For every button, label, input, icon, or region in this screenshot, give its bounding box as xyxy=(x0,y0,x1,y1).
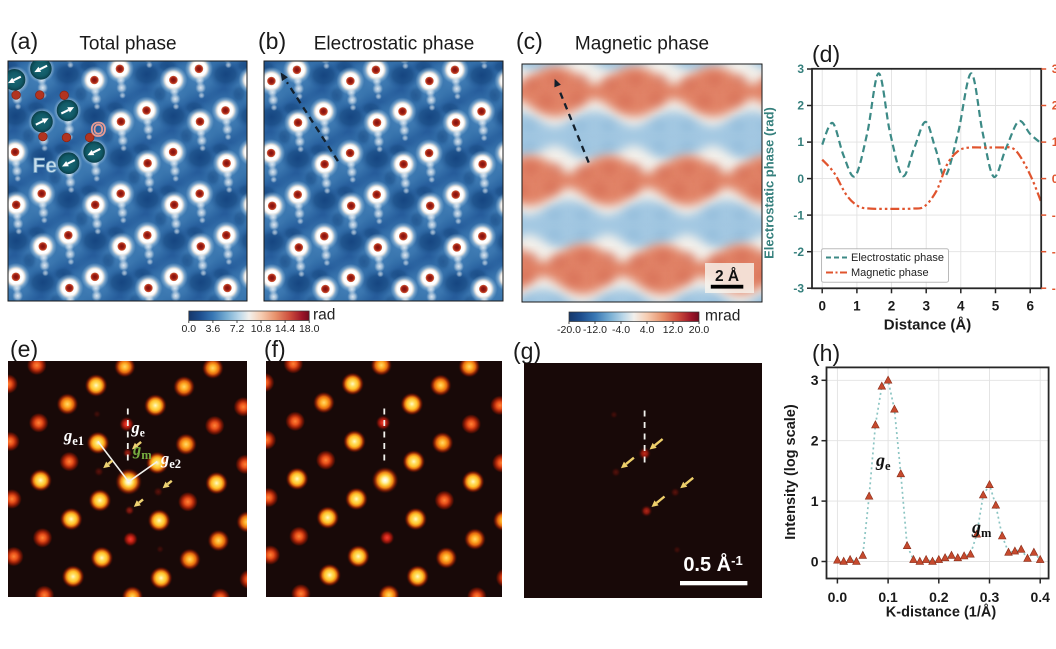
svg-text:-12.0: -12.0 xyxy=(583,324,607,336)
svg-text:0.3: 0.3 xyxy=(980,589,1000,605)
svg-text:1: 1 xyxy=(811,493,819,509)
svg-text:Total phase: Total phase xyxy=(79,34,176,55)
svg-text:-3: -3 xyxy=(1052,281,1056,295)
svg-text:-4.0: -4.0 xyxy=(612,324,630,336)
svg-text:-1: -1 xyxy=(1052,208,1056,222)
svg-text:(d): (d) xyxy=(812,41,840,67)
svg-text:Electrostatic phase: Electrostatic phase xyxy=(314,34,475,55)
svg-text:3: 3 xyxy=(922,298,930,313)
svg-text:(f): (f) xyxy=(264,336,286,362)
svg-text:14.4: 14.4 xyxy=(275,323,296,335)
svg-text:-2: -2 xyxy=(793,245,804,259)
svg-text:Electrostatic phase: Electrostatic phase xyxy=(851,252,944,264)
svg-text:Distance (Å): Distance (Å) xyxy=(884,317,972,334)
svg-text:2 Å: 2 Å xyxy=(715,268,739,285)
svg-text:0.2: 0.2 xyxy=(929,589,949,605)
svg-text:Fe: Fe xyxy=(33,155,58,178)
svg-text:(c): (c) xyxy=(516,28,543,54)
svg-text:-2: -2 xyxy=(1052,245,1056,259)
svg-text:3.6: 3.6 xyxy=(206,323,221,335)
svg-text:1: 1 xyxy=(1052,135,1056,149)
svg-text:0: 0 xyxy=(1052,172,1056,186)
svg-text:0.1: 0.1 xyxy=(878,589,898,605)
svg-text:3: 3 xyxy=(1052,62,1056,76)
svg-text:0: 0 xyxy=(797,172,804,186)
svg-text:7.2: 7.2 xyxy=(230,323,245,335)
svg-text:2: 2 xyxy=(1052,99,1056,113)
svg-text:2: 2 xyxy=(888,298,896,313)
svg-text:4.0: 4.0 xyxy=(640,324,655,336)
svg-text:3: 3 xyxy=(797,62,804,76)
svg-text:rad: rad xyxy=(313,307,335,324)
svg-text:-1: -1 xyxy=(793,208,804,222)
svg-text:1: 1 xyxy=(797,135,804,149)
svg-text:0.0: 0.0 xyxy=(181,323,196,335)
svg-text:(g): (g) xyxy=(513,338,541,364)
svg-text:12.0: 12.0 xyxy=(663,324,684,336)
svg-text:2: 2 xyxy=(811,433,819,449)
svg-text:Electrostatic phase (rad): Electrostatic phase (rad) xyxy=(762,107,777,259)
svg-text:O: O xyxy=(91,120,106,141)
svg-text:Intensity (log scale): Intensity (log scale) xyxy=(783,404,799,540)
svg-text:-3: -3 xyxy=(793,281,804,295)
svg-text:10.8: 10.8 xyxy=(251,323,272,335)
svg-text:18.0: 18.0 xyxy=(299,323,320,335)
svg-text:K-distance (1/Å): K-distance (1/Å) xyxy=(886,604,997,621)
svg-text:(b): (b) xyxy=(258,28,286,54)
svg-text:(a): (a) xyxy=(10,28,38,54)
svg-text:0.0: 0.0 xyxy=(828,589,848,605)
svg-text:20.0: 20.0 xyxy=(689,324,710,336)
svg-text:Magnetic phase: Magnetic phase xyxy=(575,34,709,55)
svg-text:5: 5 xyxy=(992,298,1000,313)
svg-text:Magnetic phase: Magnetic phase xyxy=(851,267,929,279)
svg-text:1: 1 xyxy=(853,298,861,313)
svg-text:0: 0 xyxy=(818,298,826,313)
svg-text:4: 4 xyxy=(957,298,965,313)
svg-text:(e): (e) xyxy=(10,336,38,362)
svg-text:0: 0 xyxy=(811,553,819,569)
svg-text:0.4: 0.4 xyxy=(1030,589,1050,605)
svg-text:-20.0: -20.0 xyxy=(557,324,581,336)
svg-text:mrad: mrad xyxy=(705,308,740,325)
svg-text:6: 6 xyxy=(1026,298,1034,313)
svg-text:2: 2 xyxy=(797,99,804,113)
svg-text:3: 3 xyxy=(811,372,819,388)
svg-text:(h): (h) xyxy=(812,340,840,366)
